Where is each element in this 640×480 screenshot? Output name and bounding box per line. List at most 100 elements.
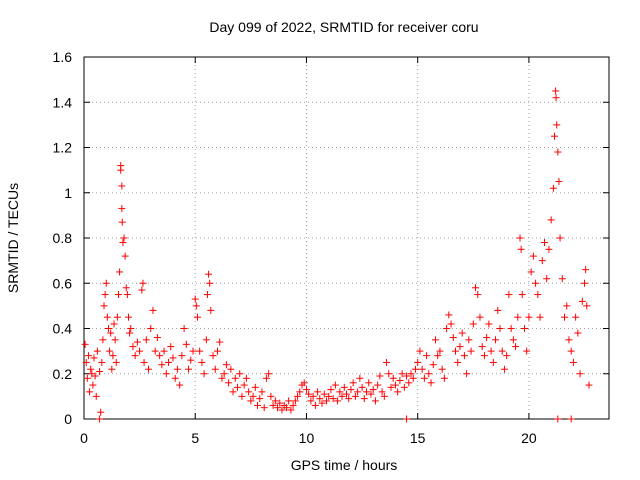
data-point: [138, 286, 146, 294]
y-axis-label: SRMTID / TECUs: [5, 183, 21, 293]
data-point: [549, 184, 557, 192]
data-point: [203, 291, 211, 299]
chart-title: Day 099 of 2022, SRMTID for receiver cor…: [209, 19, 478, 35]
data-point: [256, 395, 264, 403]
data-point: [550, 132, 558, 140]
data-point: [563, 302, 571, 310]
data-point: [93, 347, 101, 355]
data-point: [83, 374, 91, 382]
data-point: [189, 347, 197, 355]
data-point: [431, 336, 439, 344]
data-point: [492, 336, 500, 344]
data-point: [567, 347, 575, 355]
data-point: [354, 388, 362, 396]
data-point: [512, 343, 520, 351]
data-point: [385, 370, 393, 378]
data-point: [394, 388, 402, 396]
zero-marker: [403, 415, 411, 423]
data-point: [578, 297, 586, 305]
data-point: [320, 390, 328, 398]
data-point: [238, 392, 246, 400]
data-point: [202, 336, 210, 344]
data-point: [116, 268, 124, 276]
data-point: [305, 390, 313, 398]
data-point: [185, 365, 193, 373]
data-point: [540, 239, 548, 247]
data-point: [294, 392, 302, 400]
data-point: [520, 325, 528, 332]
data-point: [327, 386, 335, 394]
data-point: [438, 365, 446, 373]
data-point: [220, 370, 228, 378]
data-point: [572, 313, 580, 321]
data-point: [287, 406, 295, 414]
data-point: [225, 379, 233, 387]
data-point: [131, 352, 139, 360]
data-point: [119, 239, 127, 247]
data-point: [469, 320, 477, 328]
data-point: [536, 313, 544, 321]
data-point: [153, 334, 161, 342]
x-tick-label: 0: [80, 430, 88, 446]
data-point: [558, 275, 566, 283]
data-point: [213, 347, 221, 355]
data-point: [434, 352, 442, 360]
data-point: [192, 302, 200, 310]
data-point: [452, 347, 460, 355]
data-point: [171, 374, 179, 382]
data-point: [554, 148, 562, 156]
data-point: [343, 390, 350, 398]
data-point: [489, 358, 497, 366]
data-point: [376, 372, 384, 380]
data-point: [472, 284, 480, 292]
data-point: [500, 365, 508, 373]
data-point: [534, 291, 542, 299]
x-axis-label: GPS time / hours: [291, 457, 398, 473]
data-point: [509, 336, 517, 344]
grid: [84, 57, 609, 419]
data-point: [84, 352, 92, 360]
data-point: [387, 383, 395, 391]
data-point: [467, 347, 475, 355]
data-point: [118, 205, 126, 213]
data-point: [207, 306, 215, 314]
data-point: [249, 392, 257, 400]
data-point: [334, 397, 342, 405]
data-point: [338, 392, 346, 400]
data-point: [182, 340, 190, 348]
data-point: [514, 313, 522, 321]
data-point: [149, 306, 157, 314]
zero-marker: [96, 415, 104, 423]
data-point: [229, 388, 237, 396]
data-point: [449, 334, 457, 342]
data-point: [227, 365, 235, 373]
data-point: [289, 401, 297, 409]
data-point: [460, 352, 468, 360]
data-point: [296, 388, 304, 396]
data-point: [576, 370, 584, 378]
data-point: [407, 370, 415, 378]
y-tick-label: 0.6: [53, 275, 73, 291]
data-points: [81, 87, 593, 423]
data-point: [436, 347, 444, 355]
data-point: [555, 177, 563, 185]
data-point: [440, 374, 448, 382]
data-point: [363, 388, 371, 396]
data-point: [358, 383, 366, 391]
data-point: [367, 390, 375, 398]
data-point: [396, 377, 404, 385]
data-point: [193, 313, 201, 321]
data-point: [113, 313, 121, 321]
data-point: [82, 358, 90, 366]
data-point: [245, 388, 253, 396]
data-point: [496, 325, 504, 332]
data-point: [336, 388, 344, 396]
data-point: [100, 302, 108, 310]
data-point: [147, 325, 155, 332]
data-point: [300, 379, 308, 387]
data-point: [311, 401, 319, 409]
data-point: [547, 216, 555, 224]
data-point: [369, 386, 377, 394]
data-point: [96, 367, 104, 375]
